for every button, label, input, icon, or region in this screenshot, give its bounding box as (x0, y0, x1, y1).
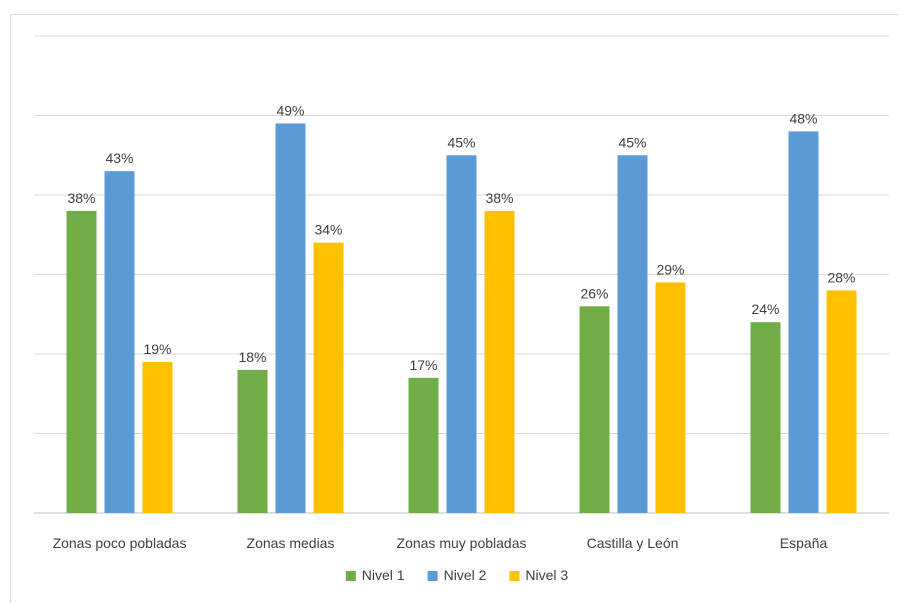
data-label: 49% (276, 102, 304, 118)
data-label: 34% (314, 222, 342, 238)
data-label: 24% (751, 301, 779, 317)
bar-nivel-3-0 (142, 361, 173, 513)
chart-frame (10, 14, 899, 603)
legend: Nivel 1 Nivel 2 Nivel 3 (345, 567, 568, 583)
data-label: 38% (485, 190, 513, 206)
bar-nivel-2-3 (617, 155, 648, 513)
data-label: 19% (143, 341, 171, 357)
data-label: 43% (105, 150, 133, 166)
data-label: 26% (580, 285, 608, 301)
data-label: 45% (447, 134, 475, 150)
data-label: 18% (238, 349, 266, 365)
legend-label: Nivel 3 (525, 567, 568, 583)
legend-label: Nivel 2 (444, 567, 487, 583)
legend-swatch (345, 571, 356, 581)
category-label: Zonas muy pobladas (397, 535, 527, 551)
bar-nivel-1-4 (750, 322, 781, 513)
data-label: 28% (827, 269, 855, 285)
category-label: Castilla y León (587, 535, 679, 551)
legend-swatch (427, 571, 438, 581)
category-labels: Zonas poco pobladas Zonas medias Zonas muy… (53, 535, 828, 551)
data-label: 45% (618, 134, 646, 150)
data-labels: 38% 43% 19% 18% 49% 34% 17% 45% 38% 26% 45% 29% 24% 4… (67, 102, 855, 372)
bar-nivel-2-1 (275, 123, 306, 513)
category-label: Zonas medias (247, 535, 335, 551)
bar-nivel-2-0 (104, 171, 135, 513)
bar-nivel-2-2 (446, 155, 477, 513)
bar-nivel-3-4 (826, 290, 857, 513)
bar-nivel-3-3 (655, 282, 686, 513)
bar-nivel-1-1 (237, 369, 268, 513)
data-label: 17% (409, 357, 437, 373)
data-label: 38% (67, 190, 95, 206)
bar-nivel-3-1 (313, 242, 344, 513)
data-label: 48% (789, 110, 817, 126)
bars (66, 123, 857, 513)
bar-nivel-1-3 (579, 306, 610, 513)
category-label: Zonas poco pobladas (53, 535, 187, 551)
legend-swatch (509, 571, 520, 581)
bar-nivel-3-2 (484, 210, 515, 513)
legend-label: Nivel 1 (362, 567, 405, 583)
category-label: España (780, 535, 828, 551)
bar-nivel-2-4 (788, 131, 819, 513)
bar-nivel-1-0 (66, 210, 97, 513)
data-label: 29% (656, 261, 684, 277)
bar-nivel-1-2 (408, 377, 439, 513)
